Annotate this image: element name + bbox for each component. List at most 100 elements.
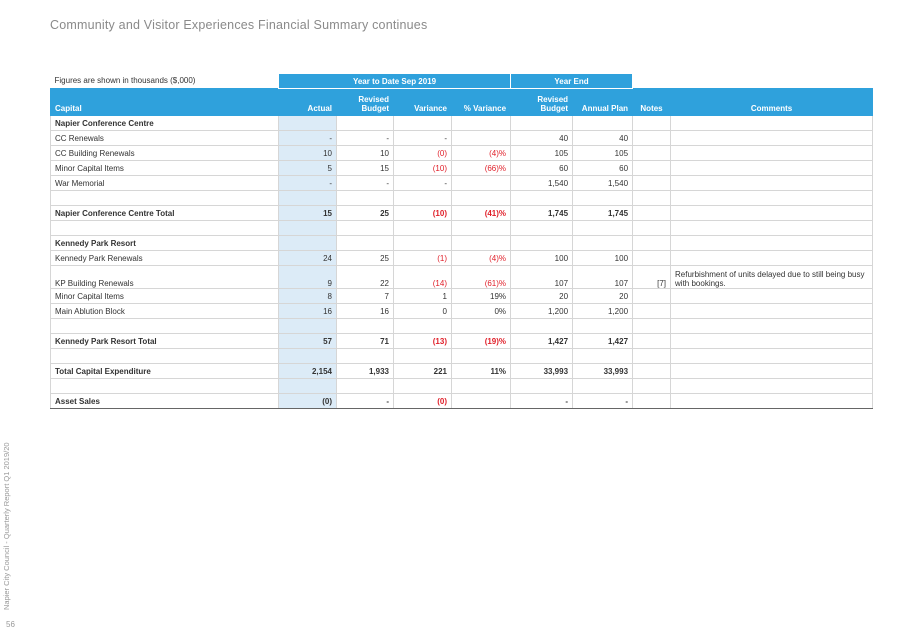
table-cell: 57 xyxy=(278,333,337,349)
table-cell: 0 xyxy=(393,303,452,319)
blank-cell xyxy=(633,74,671,89)
table-cell: 20 xyxy=(510,288,574,304)
blank-cell xyxy=(336,348,394,364)
table-cell: 15 xyxy=(278,205,337,221)
blank-cell xyxy=(670,348,874,364)
blank-cell xyxy=(632,378,672,394)
blank-cell xyxy=(450,235,512,251)
blank-cell xyxy=(670,250,874,266)
table-cell: - xyxy=(336,130,394,146)
table-cell: 1,427 xyxy=(572,333,634,349)
table-row: Napier Conference Centre xyxy=(50,115,874,131)
blank-cell xyxy=(572,348,634,364)
blank-cell xyxy=(670,130,874,146)
column-header: Actual xyxy=(278,88,337,116)
blank-cell xyxy=(572,190,634,206)
blank-cell xyxy=(510,378,574,394)
table-cell: 100 xyxy=(510,250,574,266)
blank-cell xyxy=(670,160,874,176)
report-name: Napier City Council - Quarterly Report Q… xyxy=(2,442,11,610)
table-cell: 221 xyxy=(393,363,452,379)
table-cell: [7] xyxy=(632,265,672,289)
blank-cell xyxy=(632,130,672,146)
table-cell: 16 xyxy=(336,303,394,319)
blank-cell xyxy=(670,318,874,334)
table-cell: 11% xyxy=(450,363,512,379)
table-cell: Napier Conference Centre xyxy=(50,115,279,131)
blank-cell xyxy=(510,318,574,334)
table-row: Kennedy Park Resort Total 57 71 (13) (19)% 1,… xyxy=(50,333,874,349)
table-cell: - xyxy=(393,175,452,191)
table-cell: - xyxy=(510,393,574,409)
blank-cell xyxy=(670,303,874,319)
blank-cell xyxy=(670,175,874,191)
page-number: 56 xyxy=(6,620,15,629)
table-row: War Memorial - - -1,540 1,540 xyxy=(50,175,874,191)
column-header: Capital xyxy=(50,88,279,116)
blank-cell xyxy=(632,333,672,349)
table-cell: 25 xyxy=(336,250,394,266)
table-cell: 10 xyxy=(278,145,337,161)
table-cell: 0% xyxy=(450,303,512,319)
table-cell: 2,154 xyxy=(278,363,337,379)
blank-cell xyxy=(671,74,873,89)
spacer-row xyxy=(50,348,874,364)
table-cell: 71 xyxy=(336,333,394,349)
table-cell: 1,933 xyxy=(336,363,394,379)
column-header: Variance xyxy=(393,88,452,116)
table-cell: 60 xyxy=(572,160,634,176)
table-cell: Kennedy Park Resort Total xyxy=(50,333,279,349)
blank-cell xyxy=(50,348,279,364)
blank-cell xyxy=(50,190,279,206)
blank-cell xyxy=(336,190,394,206)
table-cell: 25 xyxy=(336,205,394,221)
table-cell: 9 xyxy=(278,265,337,289)
table-cell: 107 xyxy=(510,265,574,289)
spacer-row xyxy=(50,378,874,394)
table-cell: Kennedy Park Resort xyxy=(50,235,279,251)
blank-cell xyxy=(572,220,634,236)
table-cell: - xyxy=(336,393,394,409)
blank-cell xyxy=(572,115,634,131)
blank-cell xyxy=(632,190,672,206)
table-cell: 100 xyxy=(572,250,634,266)
table-cell: 105 xyxy=(510,145,574,161)
table-cell: Refurbishment of units delayed due to st… xyxy=(670,265,874,289)
table-cell: 8 xyxy=(278,288,337,304)
column-header-row: Capital Actual Revised Budget Variance% Var… xyxy=(50,88,874,116)
table-cell: (13) xyxy=(393,333,452,349)
blank-cell xyxy=(632,115,672,131)
table-cell: 1,745 xyxy=(510,205,574,221)
table-cell: - xyxy=(572,393,634,409)
table-cell: Main Ablution Block xyxy=(50,303,279,319)
table-cell: 1,540 xyxy=(572,175,634,191)
table-cell: 105 xyxy=(572,145,634,161)
blank-cell xyxy=(450,190,512,206)
table-cell: (10) xyxy=(393,205,452,221)
blank-cell xyxy=(393,378,452,394)
blank-cell xyxy=(670,393,874,409)
blank-cell xyxy=(393,235,452,251)
blank-cell xyxy=(572,318,634,334)
column-header: Revised Budget xyxy=(510,88,574,116)
blank-cell xyxy=(632,303,672,319)
table-cell: 40 xyxy=(572,130,634,146)
blank-cell xyxy=(336,235,394,251)
group-header: Year End xyxy=(510,73,634,89)
table-cell: 7 xyxy=(336,288,394,304)
table-cell: - xyxy=(278,175,337,191)
blank-cell xyxy=(278,190,337,206)
blank-cell xyxy=(393,190,452,206)
table-row: Minor Capital Items 8 7 1 19% 20 20 xyxy=(50,288,874,304)
table-cell: 1 xyxy=(393,288,452,304)
table-row: CC Building Renewals 10 10 (0) (4)% 105 105 xyxy=(50,145,874,161)
blank-cell xyxy=(510,190,574,206)
table-cell: 107 xyxy=(572,265,634,289)
table-cell: Asset Sales xyxy=(50,393,279,409)
blank-cell xyxy=(450,393,512,409)
table-row: Asset Sales (0) - (0) - - xyxy=(50,393,874,409)
table-cell: - xyxy=(336,175,394,191)
blank-cell xyxy=(278,115,337,131)
blank-cell xyxy=(670,190,874,206)
blank-cell xyxy=(336,115,394,131)
